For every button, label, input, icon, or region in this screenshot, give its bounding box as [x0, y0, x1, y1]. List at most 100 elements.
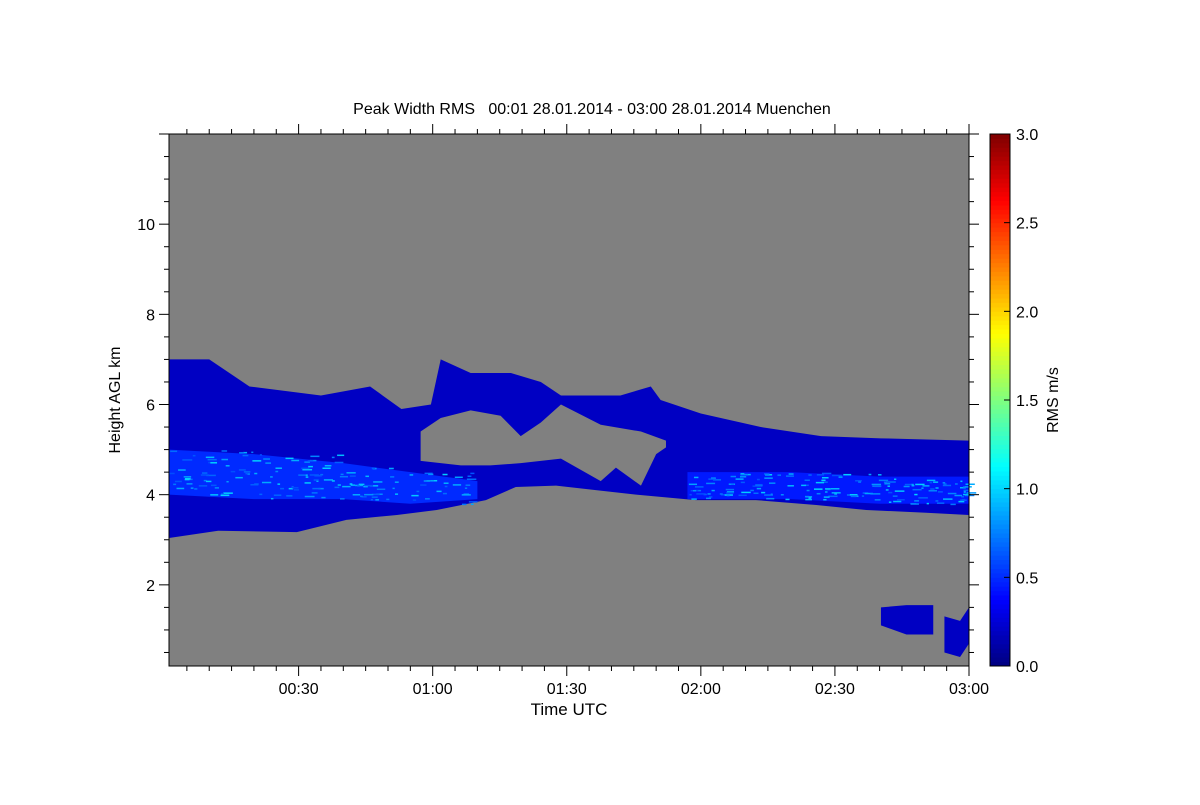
signal-streak	[849, 494, 858, 496]
colorbar-segment	[990, 355, 1010, 361]
signal-streak	[964, 494, 975, 497]
signal-streak	[318, 487, 324, 490]
colorbar-segment	[990, 537, 1010, 543]
colorbar-segment	[990, 541, 1010, 547]
signal-streak	[753, 492, 759, 495]
colorbar-segment	[990, 134, 1010, 139]
signal-streak	[420, 484, 427, 486]
signal-streak	[270, 476, 273, 478]
signal-streak	[291, 459, 300, 462]
colorbar-segment	[990, 213, 1010, 219]
colorbar-segment	[990, 368, 1010, 374]
colorbar-segment	[990, 572, 1010, 578]
signal-streak	[823, 496, 830, 498]
signal-streak	[206, 474, 216, 477]
colorbar-segment	[990, 524, 1010, 530]
colorbar-segment	[990, 329, 1010, 334]
signal-streak	[452, 484, 462, 486]
colorbar-segment	[990, 160, 1010, 166]
signal-streak	[339, 475, 349, 478]
plot-area	[169, 134, 977, 666]
signal-streak	[221, 458, 229, 461]
signal-streak	[935, 487, 939, 489]
signal-streak	[210, 484, 217, 487]
colorbar-segment	[990, 196, 1010, 201]
signal-streak	[349, 475, 356, 477]
signal-streak	[313, 479, 319, 481]
signal-streak	[239, 452, 244, 454]
signal-streak	[277, 483, 281, 485]
signal-streak	[868, 473, 872, 476]
signal-streak	[346, 472, 356, 474]
signal-streak	[352, 494, 361, 496]
signal-streak	[711, 489, 715, 492]
colorbar-segment	[990, 612, 1010, 618]
colorbar-segment	[990, 479, 1010, 485]
signal-streak	[688, 483, 698, 486]
signal-streak	[761, 491, 766, 494]
colorbar-segment	[990, 577, 1010, 583]
signal-streak	[726, 492, 734, 494]
signal-streak	[373, 481, 383, 483]
x-tick-label: 01:00	[413, 681, 453, 698]
signal-streak	[170, 450, 178, 453]
signal-streak	[205, 456, 215, 459]
signal-streak	[911, 484, 915, 487]
chart-title: Peak Width RMS 00:01 28.01.2014 - 03:00 …	[353, 101, 831, 118]
signal-streak	[816, 474, 825, 476]
colorbar-segment	[990, 603, 1010, 609]
colorbar-segment	[990, 204, 1010, 210]
signal-streak	[894, 478, 897, 480]
signal-streak	[388, 467, 394, 470]
signal-streak	[273, 494, 282, 496]
colorbar-segment	[990, 528, 1010, 534]
region-no-data-gap	[420, 404, 666, 486]
colorbar-segment	[990, 187, 1010, 193]
signal-streak	[928, 490, 937, 492]
signal-streak	[288, 487, 294, 490]
signal-streak	[225, 465, 230, 467]
signal-streak	[897, 499, 905, 501]
signal-streak	[731, 483, 735, 485]
signal-streak	[293, 489, 299, 491]
signal-streak	[337, 484, 341, 486]
signal-streak	[364, 484, 374, 487]
signal-streak	[461, 503, 467, 506]
signal-streak	[375, 499, 379, 501]
signal-streak	[963, 493, 971, 496]
signal-streak	[184, 478, 191, 480]
signal-streak	[954, 483, 958, 485]
signal-streak	[855, 480, 862, 482]
colorbar-segment	[990, 652, 1010, 658]
signal-streak	[935, 500, 939, 502]
colorbar-segment	[990, 151, 1010, 157]
signal-streak	[823, 498, 827, 501]
signal-streak	[878, 479, 889, 482]
colorbar-segment	[990, 382, 1010, 388]
signal-streak	[943, 498, 953, 500]
colorbar-segment	[990, 302, 1010, 308]
colorbar-segment	[990, 227, 1010, 233]
signal-streak	[912, 488, 922, 491]
signal-streak	[942, 484, 952, 487]
signal-streak	[309, 474, 319, 476]
signal-streak	[960, 480, 963, 483]
signal-streak	[764, 494, 773, 496]
signal-streak	[696, 493, 706, 495]
colorbar-segment	[990, 298, 1010, 303]
colorbar-segment	[990, 324, 1010, 330]
signal-streak	[961, 495, 965, 498]
signal-streak	[371, 467, 376, 470]
colorbar-segment	[990, 550, 1010, 556]
colorbar-segment	[990, 519, 1010, 525]
signal-streak	[756, 478, 760, 481]
plot-frame	[168, 133, 970, 667]
colorbar-segment	[990, 360, 1010, 366]
colorbar-tick-label: 1.5	[1016, 393, 1038, 410]
signal-streak	[350, 484, 356, 486]
signal-streak	[888, 491, 893, 494]
signal-streak	[308, 465, 313, 468]
signal-streak	[693, 476, 699, 479]
colorbar-segment	[990, 346, 1010, 352]
signal-streak	[831, 492, 841, 494]
